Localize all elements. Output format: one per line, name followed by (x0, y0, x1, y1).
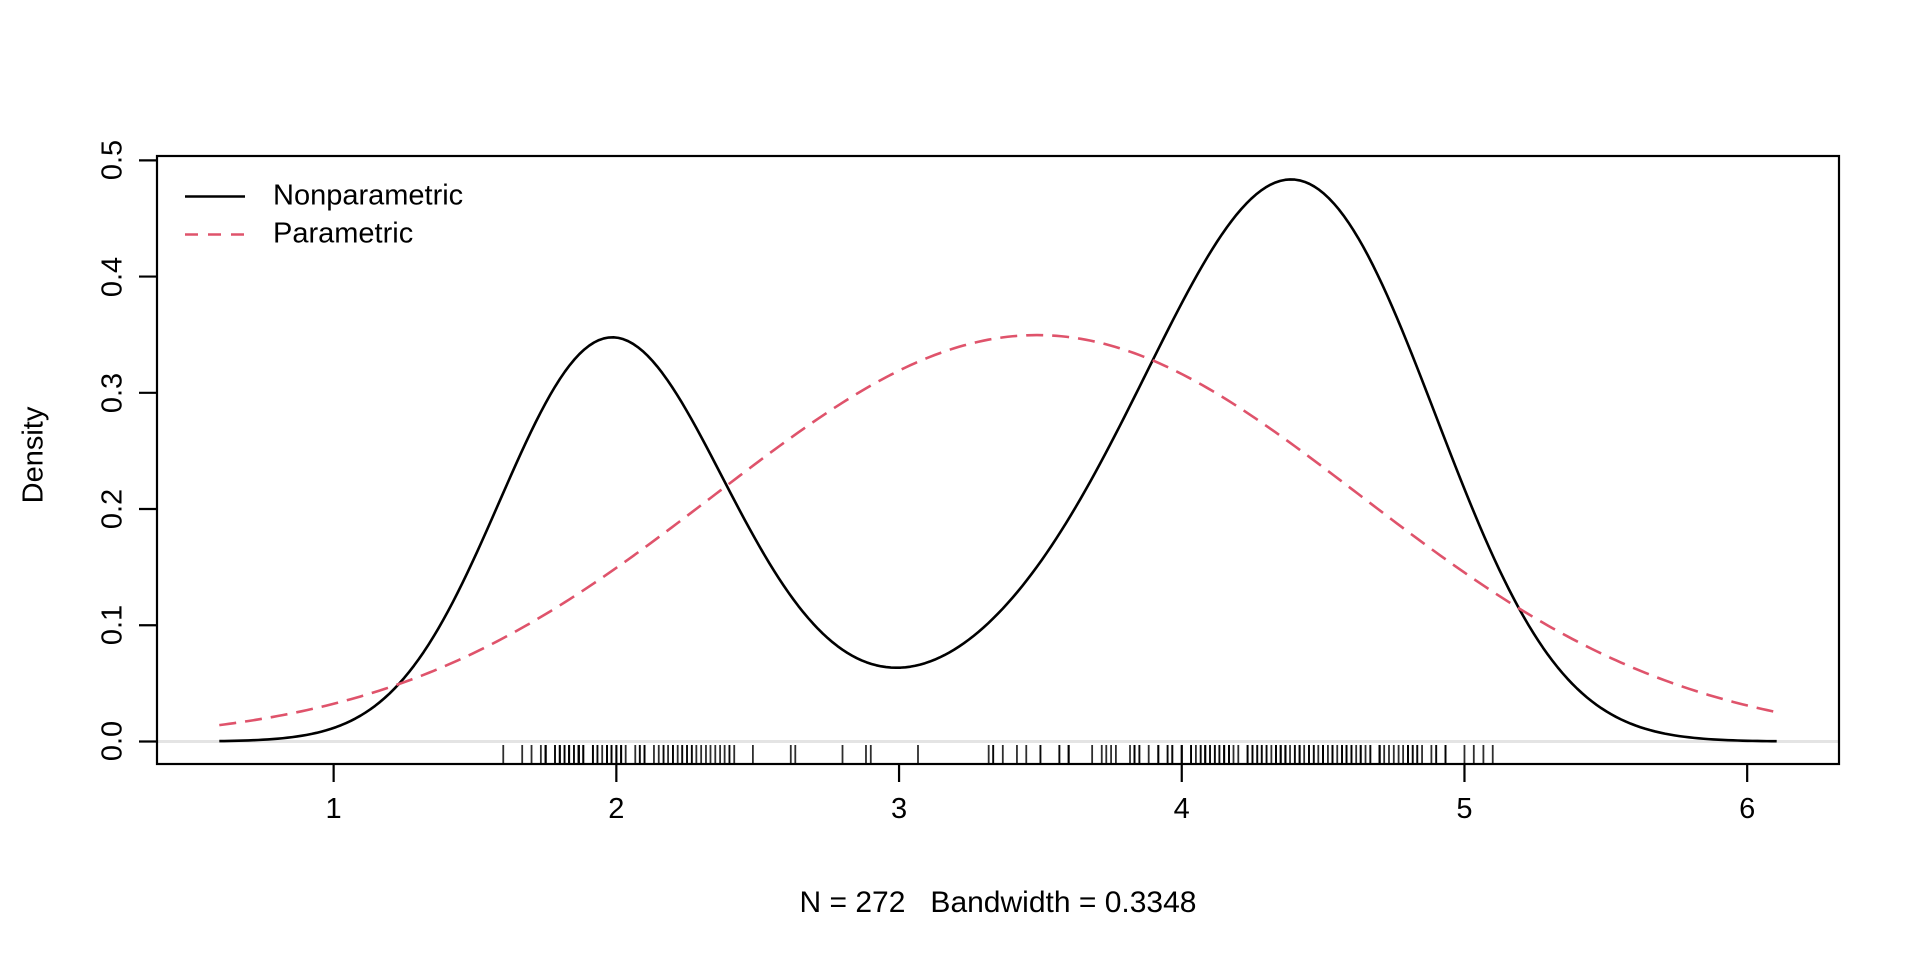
caption-text: N = 272 Bandwidth = 0.3348 (799, 886, 1197, 919)
x-axis-tick-label: 1 (325, 793, 342, 825)
nonparametric-density-curve (219, 178, 1777, 743)
y-axis-tick-label: 0.1 (96, 605, 129, 646)
x-axis-tick-label: 2 (608, 793, 625, 825)
x-axis-tick-label: 6 (1739, 793, 1756, 825)
x-axis-tick-label: 4 (1173, 793, 1190, 825)
dashed-line-sample-icon (185, 232, 245, 236)
x-axis-tick-label: 3 (890, 793, 908, 825)
x-axis-tick-label: 5 (1456, 793, 1473, 825)
plot-border-box (155, 154, 1841, 766)
legend-item-parametric: Parametric (185, 218, 413, 251)
y-axis-tick-label: 0.0 (96, 721, 129, 762)
parametric-density-curve (219, 333, 1777, 727)
solid-line-sample-icon (185, 194, 245, 198)
y-axis-title: Density (17, 406, 50, 504)
y-axis-tick-label: 0.4 (96, 256, 129, 297)
y-axis-tick-label: 0.3 (96, 372, 129, 413)
y-axis-tick-label: 0.5 (96, 140, 129, 181)
legend-label-parametric: Parametric (273, 217, 414, 250)
legend-label-nonparametric: Nonparametric (273, 179, 464, 212)
legend-item-nonparametric: Nonparametric (185, 180, 463, 213)
y-axis-tick-label: 0.2 (96, 488, 129, 530)
